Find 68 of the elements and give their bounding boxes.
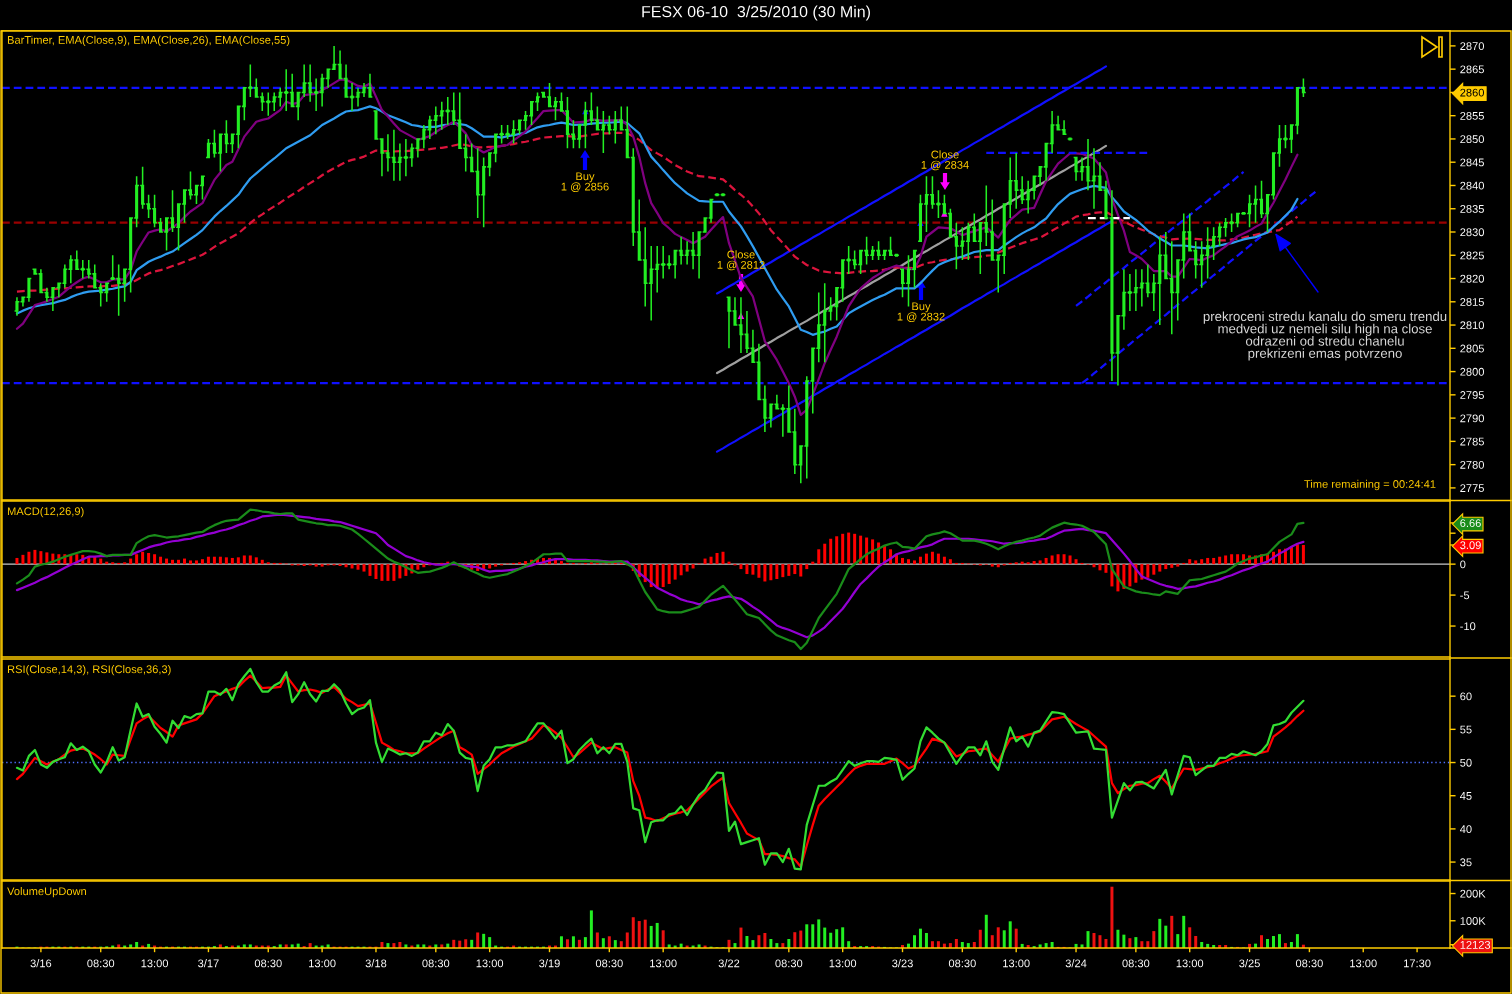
y-tick-label: 55 (1460, 725, 1472, 734)
x-tick-label: 17:30 (1404, 959, 1431, 968)
x-tick-label: 13:00 (1350, 959, 1377, 968)
y-tick-label: 2870 (1460, 42, 1485, 51)
y-tick-label: 6.66 (1460, 519, 1481, 528)
x-tick-label: 13:00 (309, 959, 336, 968)
y-tick-label: 100K (1460, 917, 1486, 925)
annotation: Buy 1 @ 2832 (897, 302, 945, 322)
x-tick-label: 3/23 (892, 959, 913, 968)
y-tick-label: 2810 (1460, 321, 1485, 330)
x-tick-label: 08:30 (595, 959, 623, 968)
y-tick-label: 2845 (1460, 158, 1484, 167)
text: RSI(Close,14,3), RSI(Close,36,3) (7, 665, 171, 676)
y-tick-label: 35 (1460, 858, 1472, 867)
x-tick-label: 13:00 (829, 959, 857, 968)
x-tick-label: 3/24 (1065, 959, 1087, 968)
annotation: Time remaining = 00:24:41 (1304, 479, 1436, 491)
x-tick-label: 13:00 (650, 959, 677, 968)
annotation: Buy 1 @ 2856 (561, 172, 609, 192)
x-tick-label: 3/19 (539, 959, 560, 968)
y-tick-label: 3.09 (1460, 541, 1481, 550)
y-tick-label: 50 (1460, 758, 1472, 767)
x-tick-label: 3/16 (30, 959, 52, 968)
x-tick-label: 13:00 (1003, 959, 1030, 968)
y-tick-label: 2860 (1460, 88, 1485, 97)
y-tick-label: 2865 (1460, 65, 1484, 74)
y-tick-label: 2835 (1460, 205, 1484, 213)
y-tick-label: 2830 (1460, 228, 1485, 237)
y-tick-label: 2825 (1460, 251, 1484, 260)
y-tick-label: 2775 (1460, 484, 1484, 493)
x-tick-label: 13:00 (141, 959, 169, 968)
y-tick-label: 2790 (1460, 414, 1485, 423)
chart-subtitle: BarTimer, EMA(Close,9), EMA(Close,26), EMA(Close,55) (7, 35, 290, 47)
y-tick-label: 2805 (1460, 344, 1484, 353)
y-tick-label: 2855 (1460, 111, 1484, 120)
y-tick-label: 2795 (1460, 391, 1484, 399)
y-tick-label: -10 (1460, 622, 1476, 631)
x-tick-label: 08:30 (948, 959, 976, 968)
text: MACD(12,26,9) (7, 507, 84, 518)
y-tick-label: 2850 (1460, 135, 1485, 144)
annotation: prekroceni stredu kanalu do smeru trendu medvedi uz nemeli silu high na close odrazeni od stredu chanelu prekrizeni emas potvrzeno (1203, 311, 1447, 361)
y-tick-label: 60 (1460, 692, 1472, 701)
y-tick-label: 2785 (1460, 437, 1484, 446)
y-tick-label: 2780 (1460, 460, 1485, 469)
y-tick-label: -5 (1460, 591, 1470, 600)
y-tick-label: 0 (1460, 560, 1466, 569)
x-tick-label: 3/22 (718, 959, 740, 968)
chart-title: FESX 06-10 3/25/2010 (30 Min) (642, 5, 870, 21)
y-tick-label: 2820 (1460, 274, 1485, 283)
x-tick-label: 08:30 (87, 959, 115, 968)
x-tick-label: 3/17 (198, 959, 219, 968)
x-tick-label: 13:00 (1176, 959, 1204, 968)
x-tick-label: 08:30 (1122, 959, 1150, 968)
x-tick-label: 13:00 (476, 959, 504, 968)
x-tick-label: 3/18 (365, 959, 387, 968)
x-tick-label: 08:30 (1295, 959, 1323, 968)
x-tick-label: 08:30 (254, 959, 282, 968)
y-tick-label: 2840 (1460, 181, 1485, 190)
text: VolumeUpDown (7, 887, 87, 898)
y-tick-label: 12123 (1460, 940, 1491, 949)
x-tick-label: 08:30 (422, 959, 450, 968)
y-tick-label: 2815 (1460, 298, 1484, 306)
y-tick-label: 200K (1460, 889, 1486, 898)
y-tick-label: 40 (1459, 825, 1472, 834)
x-tick-label: 3/25 (1239, 959, 1260, 968)
x-tick-label: 08:30 (775, 959, 803, 968)
y-tick-label: 2800 (1460, 367, 1485, 376)
y-tick-label: 45 (1459, 792, 1472, 800)
